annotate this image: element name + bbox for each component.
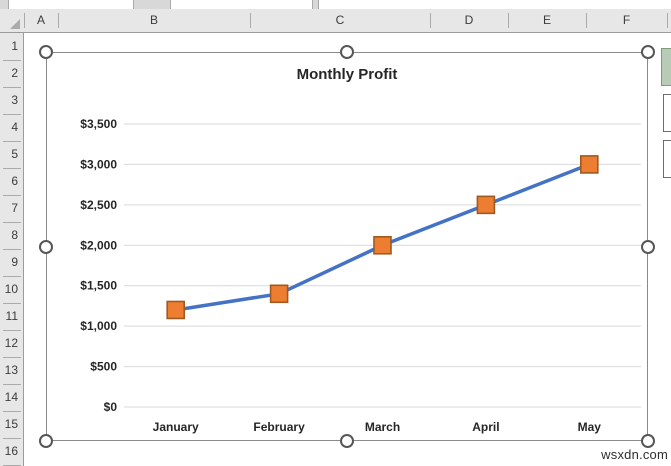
column-header-F[interactable]: F xyxy=(622,13,631,27)
row-header-15[interactable]: 15 xyxy=(4,417,18,431)
x-category-label: April xyxy=(472,420,499,434)
row-divider xyxy=(3,114,21,115)
row-header-9[interactable]: 9 xyxy=(11,255,18,269)
column-divider xyxy=(24,13,25,28)
y-axis-labels[interactable]: $3,500 $3,000 $2,500 $2,000 $1,500 $1,000 $500… xyxy=(80,117,117,414)
row-header-2[interactable]: 2 xyxy=(11,66,18,80)
row-divider xyxy=(3,411,21,412)
chart-filters-button[interactable] xyxy=(663,140,671,178)
data-point-marker[interactable] xyxy=(579,155,599,174)
chart-elements-button[interactable] xyxy=(661,48,671,86)
column-divider xyxy=(430,13,431,28)
column-header-C[interactable]: C xyxy=(335,13,345,27)
data-point-marker[interactable] xyxy=(269,284,289,304)
row-header-13[interactable]: 13 xyxy=(4,363,18,377)
chart-selection-handle[interactable] xyxy=(641,45,655,59)
y-tick-label: $3,000 xyxy=(80,157,117,171)
x-category-label: January xyxy=(153,420,199,434)
row-header-4[interactable]: 4 xyxy=(11,120,18,134)
column-divider xyxy=(586,13,587,28)
row-divider xyxy=(3,141,21,142)
column-header-B[interactable]: B xyxy=(149,13,158,27)
column-divider xyxy=(250,13,251,28)
row-divider xyxy=(3,384,21,385)
row-divider xyxy=(3,438,21,439)
chart-selection-handle[interactable] xyxy=(641,434,655,448)
column-header-D[interactable]: D xyxy=(464,13,474,27)
chart-title[interactable]: Monthly Profit xyxy=(297,66,398,83)
row-header-11[interactable]: 11 xyxy=(5,309,18,323)
row-divider xyxy=(3,303,21,304)
column-header-A[interactable]: A xyxy=(36,13,45,27)
chart-border xyxy=(46,52,648,441)
y-tick-label: $0 xyxy=(104,400,118,414)
column-header-row: A B C D E F xyxy=(0,9,671,33)
row-header-7[interactable]: 7 xyxy=(11,201,18,215)
data-point-marker[interactable] xyxy=(166,300,185,320)
column-header-E[interactable]: E xyxy=(542,13,551,27)
gridlines xyxy=(124,123,641,408)
y-tick-label: $2,500 xyxy=(80,198,117,212)
select-all-triangle-icon xyxy=(10,19,20,29)
chart-selection-handle[interactable] xyxy=(39,239,53,254)
row-header-column: 1 2 3 4 5 6 7 8 9 10 11 12 13 14 15 16 xyxy=(0,33,24,466)
row-header-1[interactable]: 1 xyxy=(11,39,18,53)
formula-bar-fragment xyxy=(0,0,671,10)
row-header-3[interactable]: 3 xyxy=(11,93,18,107)
row-header-12[interactable]: 12 xyxy=(4,336,18,350)
row-divider xyxy=(3,195,21,196)
y-tick-label: $3,500 xyxy=(80,117,117,131)
x-category-label: March xyxy=(365,420,400,434)
chart-selection-handle[interactable] xyxy=(641,239,655,254)
chart-selection-handle[interactable] xyxy=(39,45,53,59)
row-header-14[interactable]: 14 xyxy=(4,390,18,404)
column-divider xyxy=(508,13,509,28)
row-divider xyxy=(3,276,21,277)
row-header-16[interactable]: 16 xyxy=(4,444,18,458)
watermark-text: wsxdn.com xyxy=(601,447,668,462)
row-header-8[interactable]: 8 xyxy=(11,228,18,242)
chart-selection-handle[interactable] xyxy=(340,45,354,59)
chart-selection-handle[interactable] xyxy=(39,434,53,448)
row-divider xyxy=(3,222,21,223)
chart-styles-button[interactable] xyxy=(663,94,671,132)
y-tick-label: $500 xyxy=(90,360,117,374)
row-divider xyxy=(3,60,21,61)
select-all-button[interactable] xyxy=(0,9,24,32)
chart-object[interactable]: $3,500 $3,000 $2,500 $2,000 $1,500 $1,000 $500… xyxy=(39,45,655,448)
row-divider xyxy=(3,168,21,169)
row-divider xyxy=(3,357,21,358)
column-divider xyxy=(58,13,59,28)
row-divider xyxy=(3,249,21,250)
row-header-10[interactable]: 10 xyxy=(4,282,18,296)
y-tick-label: $1,000 xyxy=(80,319,117,333)
y-tick-label: $1,500 xyxy=(80,279,117,293)
x-category-label: May xyxy=(578,420,602,434)
row-divider xyxy=(3,330,21,331)
data-point-markers[interactable] xyxy=(166,155,599,320)
x-category-label: February xyxy=(253,420,305,434)
row-header-6[interactable]: 6 xyxy=(11,174,18,188)
row-divider xyxy=(3,87,21,88)
column-divider xyxy=(667,13,668,28)
y-tick-label: $2,000 xyxy=(80,238,117,252)
data-point-marker[interactable] xyxy=(476,195,496,215)
x-axis-labels[interactable]: January February March April May xyxy=(153,420,602,434)
chart-selection-handle[interactable] xyxy=(340,434,354,448)
line-chart[interactable]: $3,500 $3,000 $2,500 $2,000 $1,500 $1,000 $500… xyxy=(46,52,648,441)
row-header-5[interactable]: 5 xyxy=(11,147,18,161)
data-point-marker[interactable] xyxy=(373,235,392,255)
